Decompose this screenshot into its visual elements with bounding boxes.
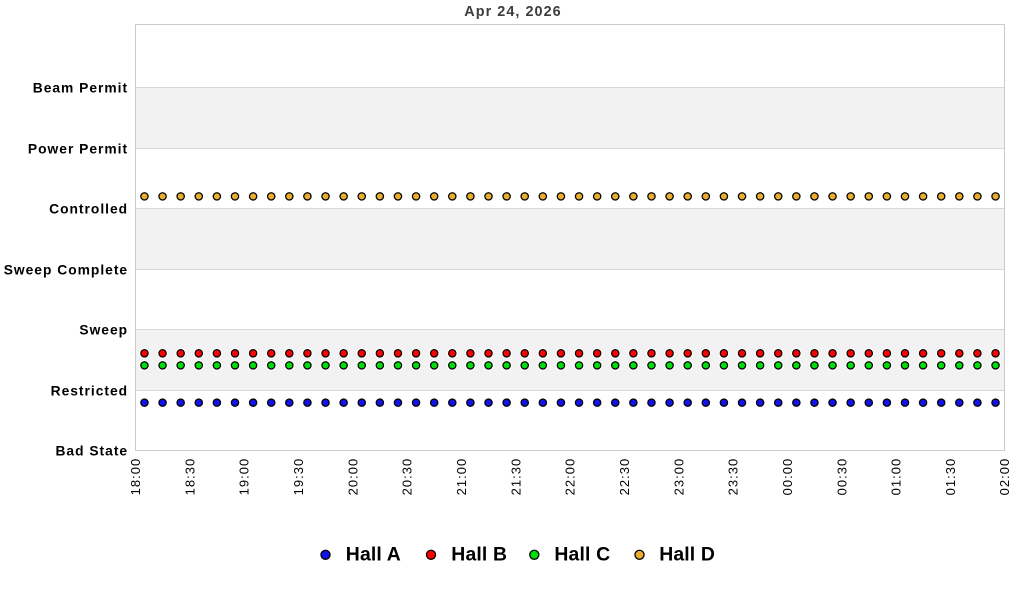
svg-text:Power Permit: Power Permit	[28, 141, 128, 156]
svg-text:Hall B: Hall B	[451, 544, 507, 566]
svg-text:Beam Permit: Beam Permit	[33, 80, 128, 95]
svg-text:Restricted: Restricted	[51, 383, 128, 398]
svg-text:20:00: 20:00	[345, 458, 360, 496]
svg-text:21:00: 21:00	[454, 458, 469, 496]
svg-text:Hall C: Hall C	[554, 544, 610, 566]
svg-text:19:00: 19:00	[237, 458, 252, 496]
svg-text:01:00: 01:00	[889, 458, 904, 496]
svg-text:Apr 24, 2026: Apr 24, 2026	[464, 4, 561, 20]
svg-text:00:30: 00:30	[834, 458, 849, 496]
svg-text:01:30: 01:30	[943, 458, 958, 496]
svg-text:Hall A: Hall A	[346, 544, 401, 566]
svg-text:20:30: 20:30	[400, 458, 415, 496]
svg-text:Sweep: Sweep	[79, 322, 128, 337]
svg-text:19:30: 19:30	[291, 458, 306, 496]
svg-text:18:30: 18:30	[182, 458, 197, 496]
svg-text:18:00: 18:00	[128, 458, 143, 496]
svg-text:00:00: 00:00	[780, 458, 795, 496]
svg-text:Hall D: Hall D	[659, 544, 715, 566]
svg-text:Sweep Complete: Sweep Complete	[4, 262, 128, 277]
svg-text:02:00: 02:00	[997, 458, 1012, 496]
svg-text:23:00: 23:00	[671, 458, 686, 496]
svg-text:Controlled: Controlled	[49, 201, 128, 216]
svg-text:22:30: 22:30	[617, 458, 632, 496]
svg-text:Bad State: Bad State	[55, 443, 128, 458]
svg-text:22:00: 22:00	[563, 458, 578, 496]
svg-text:21:30: 21:30	[508, 458, 523, 496]
svg-text:23:30: 23:30	[726, 458, 741, 496]
